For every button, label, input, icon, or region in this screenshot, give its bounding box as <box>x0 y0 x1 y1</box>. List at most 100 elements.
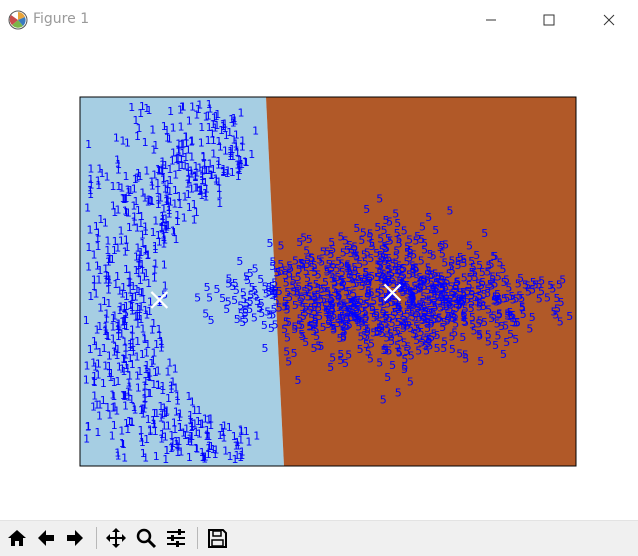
point-label-5: 5 <box>324 297 331 310</box>
point-label-5: 5 <box>409 310 416 323</box>
point-label-1: 1 <box>140 408 147 421</box>
point-label-1: 1 <box>248 148 255 161</box>
point-label-5: 5 <box>426 333 433 346</box>
point-label-5: 5 <box>460 309 467 322</box>
point-label-1: 1 <box>112 341 119 354</box>
point-label-5: 5 <box>299 258 306 271</box>
point-label-5: 5 <box>352 295 359 308</box>
forward-button[interactable] <box>62 525 88 551</box>
configure-subplots-button[interactable] <box>163 525 189 551</box>
point-label-1: 1 <box>188 435 195 448</box>
minimize-button[interactable] <box>468 0 514 40</box>
point-label-5: 5 <box>425 261 432 274</box>
point-label-5: 5 <box>392 207 399 220</box>
point-label-1: 1 <box>212 448 219 461</box>
home-button[interactable] <box>4 525 30 551</box>
point-label-1: 1 <box>163 444 170 457</box>
point-label-5: 5 <box>310 294 317 307</box>
point-label-5: 5 <box>439 274 446 287</box>
point-label-5: 5 <box>324 287 331 300</box>
point-label-1: 1 <box>195 415 202 428</box>
point-label-1: 1 <box>87 343 94 356</box>
point-label-1: 1 <box>100 394 107 407</box>
point-label-5: 5 <box>370 295 377 308</box>
point-label-5: 5 <box>408 350 415 363</box>
close-button[interactable] <box>586 0 632 40</box>
point-label-1: 1 <box>143 267 150 280</box>
point-label-5: 5 <box>503 273 510 286</box>
point-label-5: 5 <box>345 349 352 362</box>
point-label-1: 1 <box>111 206 118 219</box>
point-label-5: 5 <box>337 354 344 367</box>
point-label-5: 5 <box>371 312 378 325</box>
point-label-5: 5 <box>415 301 422 314</box>
point-label-5: 5 <box>461 287 468 300</box>
point-label-1: 1 <box>151 418 158 431</box>
point-label-5: 5 <box>428 287 435 300</box>
point-label-5: 5 <box>388 335 395 348</box>
maximize-button[interactable] <box>526 0 572 40</box>
point-label-1: 1 <box>173 233 180 246</box>
point-label-5: 5 <box>358 234 365 247</box>
point-label-1: 1 <box>188 136 195 149</box>
point-label-5: 5 <box>421 300 428 313</box>
point-label-1: 1 <box>174 152 181 165</box>
point-label-5: 5 <box>367 352 374 365</box>
back-button[interactable] <box>33 525 59 551</box>
point-label-1: 1 <box>115 330 122 343</box>
point-label-5: 5 <box>322 300 329 313</box>
point-label-1: 1 <box>162 159 169 172</box>
point-label-1: 1 <box>159 216 166 229</box>
point-label-5: 5 <box>282 269 289 282</box>
point-label-5: 5 <box>469 311 476 324</box>
point-label-1: 1 <box>120 315 127 328</box>
point-label-5: 5 <box>401 311 408 324</box>
save-button[interactable] <box>204 525 230 551</box>
point-label-1: 1 <box>115 204 122 217</box>
point-label-1: 1 <box>141 271 148 284</box>
point-label-5: 5 <box>266 281 273 294</box>
point-label-1: 1 <box>161 402 168 415</box>
point-label-1: 1 <box>226 421 233 434</box>
point-label-5: 5 <box>422 306 429 319</box>
point-label-5: 5 <box>243 298 250 311</box>
point-label-5: 5 <box>423 331 430 344</box>
point-label-1: 1 <box>189 135 196 148</box>
point-label-1: 1 <box>115 324 122 337</box>
point-label-1: 1 <box>197 418 204 431</box>
point-label-5: 5 <box>446 298 453 311</box>
point-label-5: 5 <box>395 316 402 329</box>
point-label-5: 5 <box>421 244 428 257</box>
point-label-5: 5 <box>328 236 335 249</box>
point-label-5: 5 <box>443 300 450 313</box>
point-label-5: 5 <box>496 308 503 321</box>
point-label-1: 1 <box>95 240 102 253</box>
point-label-5: 5 <box>272 319 279 332</box>
minimize-icon <box>486 19 496 21</box>
point-label-1: 1 <box>94 324 101 337</box>
point-label-1: 1 <box>235 170 242 183</box>
point-label-5: 5 <box>344 262 351 275</box>
point-label-1: 1 <box>232 453 239 466</box>
point-label-5: 5 <box>345 305 352 318</box>
point-label-1: 1 <box>191 213 198 226</box>
point-label-1: 1 <box>234 158 241 171</box>
point-label-5: 5 <box>492 250 499 263</box>
point-label-5: 5 <box>363 311 370 324</box>
point-label-5: 5 <box>443 290 450 303</box>
point-label-1: 1 <box>215 135 222 148</box>
point-label-5: 5 <box>488 312 495 325</box>
point-label-5: 5 <box>448 289 455 302</box>
point-label-5: 5 <box>557 316 564 329</box>
point-label-1: 1 <box>159 159 166 172</box>
pan-button[interactable] <box>103 525 129 551</box>
point-label-1: 1 <box>118 235 125 248</box>
point-label-1: 1 <box>105 297 112 310</box>
point-label-1: 1 <box>237 154 244 167</box>
point-label-5: 5 <box>406 252 413 265</box>
point-label-5: 5 <box>318 283 325 296</box>
point-label-1: 1 <box>120 438 127 451</box>
zoom-button[interactable] <box>133 525 159 551</box>
point-label-1: 1 <box>114 446 121 459</box>
